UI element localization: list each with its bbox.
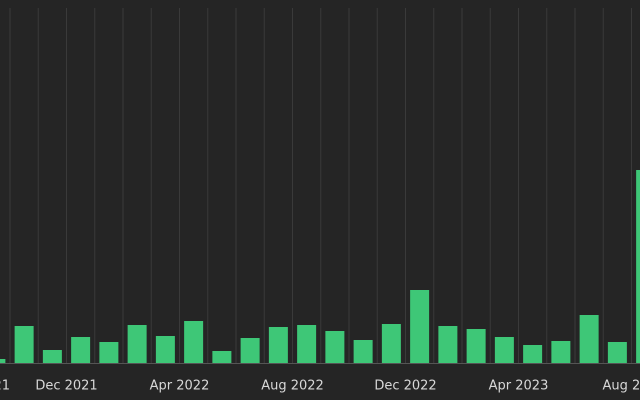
bar xyxy=(42,350,62,363)
bar xyxy=(99,342,119,363)
bar xyxy=(579,315,599,363)
bar xyxy=(240,338,260,363)
bar xyxy=(0,359,6,363)
bar xyxy=(268,327,288,363)
x-tick-label: Aug 20 xyxy=(603,379,640,394)
bar xyxy=(523,345,543,363)
bar xyxy=(71,337,91,363)
bar xyxy=(381,324,401,363)
bar xyxy=(494,337,514,363)
bar xyxy=(607,342,627,363)
bar xyxy=(212,351,232,363)
bar xyxy=(184,321,204,363)
bar xyxy=(353,340,373,363)
bar xyxy=(636,170,640,363)
bar xyxy=(127,325,147,363)
x-tick-label: Apr 2023 xyxy=(489,379,549,394)
bar xyxy=(297,325,317,363)
bar xyxy=(325,331,345,363)
x-tick-label: Dec 2021 xyxy=(35,379,97,394)
bar xyxy=(155,336,175,363)
x-tick-label: Apr 2022 xyxy=(150,379,210,394)
x-tick-label: Aug 2022 xyxy=(261,379,324,394)
bar xyxy=(14,326,34,363)
bar xyxy=(551,341,571,363)
bar xyxy=(438,326,458,363)
x-tick-label: Dec 2022 xyxy=(374,379,436,394)
bar xyxy=(466,329,486,363)
bar xyxy=(410,290,430,363)
x-tick-label: 21 xyxy=(0,379,10,394)
